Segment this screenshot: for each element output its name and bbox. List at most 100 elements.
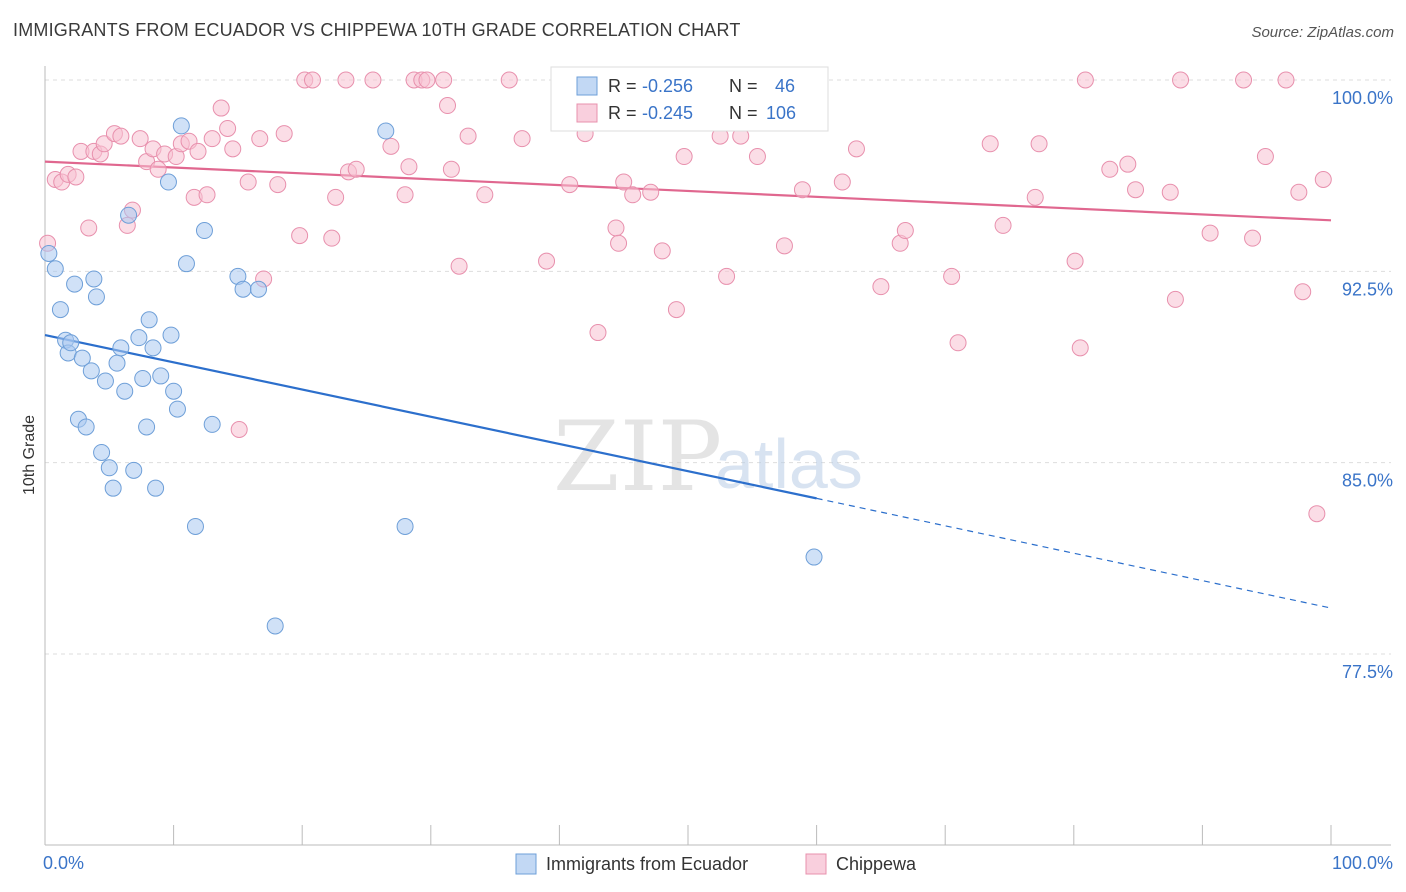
chippewa-point (476, 186, 494, 204)
chippewa-point (323, 229, 341, 247)
chippewa-point (718, 267, 736, 285)
chippewa-point (189, 142, 207, 160)
chippewa-point (1294, 283, 1312, 301)
chippewa-point (1277, 71, 1295, 89)
chippewa-point (1119, 155, 1137, 173)
ecuador-point (144, 339, 162, 357)
ecuador-point (396, 517, 414, 535)
chippewa-trend-line (44, 160, 1332, 222)
chippewa-point (561, 176, 579, 194)
series-legend-swatch-chippewa (805, 853, 827, 875)
chippewa-point (303, 71, 321, 89)
legend-r-value-ecuador: -0.256 (642, 76, 693, 96)
chippewa-point (538, 252, 556, 270)
ecuador-points (40, 117, 823, 635)
stats-legend: R = -0.256 N = 46 R = -0.245 N = 106 (550, 66, 829, 132)
chippewa-point (500, 71, 518, 89)
ecuador-point (87, 288, 105, 306)
chippewa-point (95, 135, 113, 153)
ecuador-point (172, 117, 190, 135)
legend-swatch-chippewa (576, 103, 598, 123)
ecuador-point (140, 311, 158, 329)
chippewa-point (442, 160, 460, 178)
ecuador-point (40, 244, 58, 262)
x-tick-label-min: 0.0% (43, 853, 84, 873)
y-tick-label: 92.5% (1342, 279, 1393, 299)
chippewa-point (239, 173, 257, 191)
ecuador-trend-line (44, 334, 817, 500)
ecuador-point (100, 459, 118, 477)
tick-labels: 77.5% 85.0% 92.5% 100.0% 0.0% 100.0% (43, 88, 1393, 873)
ecuador-point (159, 173, 177, 191)
chippewa-point (607, 219, 625, 237)
legend-r-value-chippewa: -0.245 (642, 103, 693, 123)
chippewa-point (400, 158, 418, 176)
chippewa-point (949, 334, 967, 352)
chippewa-point (833, 173, 851, 191)
series-legend-label-chippewa: Chippewa (836, 854, 917, 874)
chippewa-point (981, 135, 999, 153)
chippewa-point (1030, 135, 1048, 153)
chippewa-point (775, 237, 793, 255)
ecuador-point (51, 301, 69, 319)
chippewa-point (1308, 505, 1326, 523)
chippewa-point (624, 186, 642, 204)
chippewa-point (642, 183, 660, 201)
ecuador-point (805, 548, 823, 566)
ecuador-point (62, 334, 80, 352)
ecuador-point (203, 415, 221, 433)
chippewa-point (513, 130, 531, 148)
trend-lines (44, 160, 1332, 609)
legend-swatch-ecuador (576, 76, 598, 96)
chippewa-point (1201, 224, 1219, 242)
chippewa-point (291, 227, 309, 245)
chippewa-point (67, 168, 85, 186)
ecuador-point (112, 339, 130, 357)
chippewa-point (589, 324, 607, 342)
chippewa-point (847, 140, 865, 158)
y-tick-label: 77.5% (1342, 662, 1393, 682)
chippewa-point (1256, 148, 1274, 166)
chippewa-point (396, 186, 414, 204)
ecuador-point (266, 617, 284, 635)
chippewa-point (337, 71, 355, 89)
axes (44, 66, 1391, 846)
ecuador-point (152, 367, 170, 385)
chippewa-point (1026, 188, 1044, 206)
chippewa-point (224, 140, 242, 158)
chippewa-point (439, 97, 457, 115)
chippewa-point (80, 219, 98, 237)
chippewa-point (1244, 229, 1262, 247)
chippewa-point (450, 257, 468, 275)
chippewa-point (203, 130, 221, 148)
ecuador-point (234, 280, 252, 298)
ecuador-point (77, 418, 95, 436)
ecuador-point (93, 443, 111, 461)
chippewa-point (212, 99, 230, 117)
chippewa-point (872, 278, 890, 296)
ecuador-point (130, 329, 148, 347)
series-legend-label-ecuador: Immigrants from Ecuador (546, 854, 748, 874)
chippewa-points (39, 71, 1332, 523)
ecuador-point (96, 372, 114, 390)
chippewa-point (1076, 71, 1094, 89)
y-axis-title: 10th Grade (21, 415, 38, 495)
x-tick-label-max: 100.0% (1332, 853, 1393, 873)
ecuador-point (195, 222, 213, 240)
chippewa-point (327, 188, 345, 206)
series-legend: Immigrants from Ecuador Chippewa (515, 853, 917, 875)
ecuador-point (377, 122, 395, 140)
chippewa-point (675, 148, 693, 166)
chippewa-point (615, 173, 633, 191)
ecuador-point (168, 400, 186, 418)
chippewa-point (347, 160, 365, 178)
ecuador-point (134, 369, 152, 387)
chippewa-point (1290, 183, 1308, 201)
legend-n-value-chippewa: 106 (766, 103, 796, 123)
ecuador-point (147, 479, 165, 497)
grid-lines (45, 79, 1391, 655)
chippewa-point (943, 267, 961, 285)
ecuador-point (108, 354, 126, 372)
chippewa-point (251, 130, 269, 148)
